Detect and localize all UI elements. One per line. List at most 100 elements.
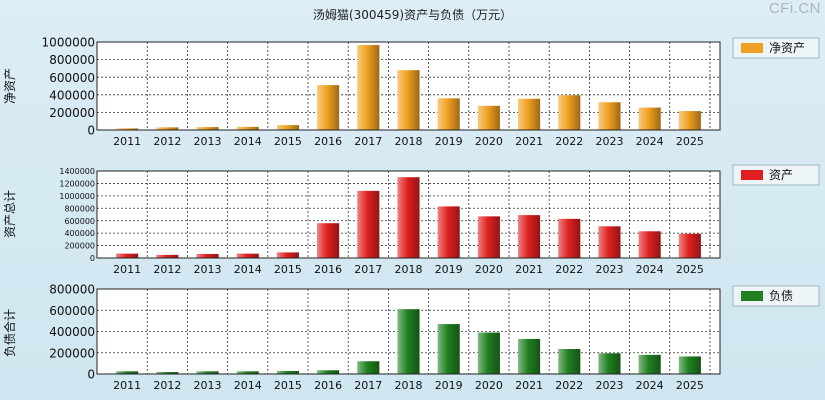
y-tick-label: 600000 bbox=[64, 217, 95, 226]
y-tick-label: 1000000 bbox=[42, 36, 95, 50]
bar-2023 bbox=[598, 102, 621, 130]
bar-2021 bbox=[518, 338, 541, 374]
bar-2021 bbox=[518, 215, 541, 258]
x-tick-label: 2018 bbox=[395, 379, 423, 392]
x-tick-label: 2023 bbox=[595, 135, 623, 148]
bar-2012 bbox=[156, 372, 179, 374]
bar-2017 bbox=[357, 190, 380, 258]
bar-2018 bbox=[397, 70, 420, 130]
bar-2019 bbox=[437, 324, 460, 374]
bar-2018 bbox=[397, 177, 420, 258]
chart-panel-3: 0 200000 400000 600000 800000 2011 2012 2013 201… bbox=[2, 283, 820, 392]
bar-2014 bbox=[236, 126, 259, 130]
y-tick-label: 800000 bbox=[64, 204, 95, 213]
bar-2017 bbox=[357, 45, 380, 130]
legend: 负债 bbox=[732, 285, 820, 307]
bar-2014 bbox=[236, 253, 259, 258]
x-tick-label: 2025 bbox=[676, 263, 704, 276]
y-tick-label: 400000 bbox=[49, 88, 95, 102]
y-tick-label: 200000 bbox=[49, 346, 95, 360]
x-tick-label: 2021 bbox=[515, 263, 543, 276]
plot-frame bbox=[96, 170, 721, 259]
y-axis-label: 负债合计 bbox=[2, 309, 17, 357]
x-tick-label: 2025 bbox=[676, 379, 704, 392]
legend: 资产 bbox=[732, 164, 820, 186]
bar-2024 bbox=[638, 231, 661, 258]
bar-2017 bbox=[357, 361, 380, 374]
y-tick-label: 400000 bbox=[64, 229, 95, 238]
x-tick-label: 2014 bbox=[234, 379, 262, 392]
bar-2025 bbox=[678, 356, 701, 374]
bar-2011 bbox=[116, 371, 139, 374]
bar-2013 bbox=[196, 371, 219, 374]
x-tick-label: 2015 bbox=[274, 135, 302, 148]
y-tick-label: 800000 bbox=[49, 283, 95, 297]
plot-frame bbox=[96, 288, 721, 375]
legend-label: 净资产 bbox=[769, 41, 805, 55]
watermark-logo: CFi.CN bbox=[768, 0, 821, 17]
bar-2022 bbox=[558, 349, 581, 374]
x-tick-label: 2011 bbox=[113, 135, 141, 148]
x-tick-label: 2022 bbox=[555, 135, 583, 148]
legend-swatch bbox=[741, 43, 763, 53]
x-tick-label: 2014 bbox=[234, 135, 262, 148]
bar-2011 bbox=[116, 253, 139, 258]
x-tick-label: 2017 bbox=[354, 135, 382, 148]
legend: 净资产 bbox=[732, 37, 820, 59]
bar-2015 bbox=[276, 252, 299, 258]
bar-2016 bbox=[317, 370, 340, 374]
bar-2025 bbox=[678, 233, 701, 258]
bar-2023 bbox=[598, 226, 621, 258]
x-tick-label: 2023 bbox=[595, 379, 623, 392]
x-tick-label: 2012 bbox=[153, 135, 181, 148]
y-tick-label: 600000 bbox=[49, 304, 95, 318]
x-tick-label: 2016 bbox=[314, 379, 342, 392]
x-tick-label: 2021 bbox=[515, 379, 543, 392]
x-tick-label: 2017 bbox=[354, 263, 382, 276]
x-tick-label: 2011 bbox=[113, 379, 141, 392]
chart-panel-1: 0 200000 400000 600000 800000 1000000 2011 2012… bbox=[3, 36, 820, 148]
y-tick-label: 600000 bbox=[49, 71, 95, 85]
y-tick-label: 0 bbox=[87, 124, 95, 138]
x-tick-label: 2013 bbox=[194, 135, 222, 148]
y-tick-label: 400000 bbox=[49, 325, 95, 339]
x-tick-label: 2014 bbox=[234, 263, 262, 276]
y-tick-label: 200000 bbox=[64, 242, 95, 251]
x-tick-label: 2025 bbox=[676, 135, 704, 148]
bar-2021 bbox=[518, 98, 541, 130]
bar-2018 bbox=[397, 309, 420, 374]
bar-2015 bbox=[276, 371, 299, 374]
x-tick-label: 2015 bbox=[274, 263, 302, 276]
bar-2014 bbox=[236, 371, 259, 374]
x-tick-label: 2022 bbox=[555, 263, 583, 276]
x-tick-label: 2016 bbox=[314, 263, 342, 276]
x-tick-label: 2018 bbox=[395, 135, 423, 148]
legend-label: 资产 bbox=[769, 168, 793, 182]
x-tick-label: 2019 bbox=[435, 263, 463, 276]
bar-2020 bbox=[477, 332, 500, 374]
chart-panel-2: 0 200000 400000 600000 800000 1000000 1200000 1… bbox=[3, 164, 820, 276]
bar-2016 bbox=[317, 223, 340, 258]
legend-swatch bbox=[741, 170, 763, 180]
x-tick-label: 2020 bbox=[475, 263, 503, 276]
x-tick-label: 2019 bbox=[435, 135, 463, 148]
x-tick-label: 2012 bbox=[153, 263, 181, 276]
y-axis-label: 净资产 bbox=[3, 68, 17, 104]
bar-2022 bbox=[558, 95, 581, 130]
x-tick-label: 2024 bbox=[636, 263, 664, 276]
y-tick-label: 1000000 bbox=[59, 192, 95, 201]
bar-2025 bbox=[678, 111, 701, 130]
bar-2019 bbox=[437, 206, 460, 258]
x-tick-label: 2019 bbox=[435, 379, 463, 392]
y-tick-label: 1200000 bbox=[59, 179, 95, 188]
bar-2024 bbox=[638, 354, 661, 374]
x-tick-label: 2018 bbox=[395, 263, 423, 276]
x-tick-label: 2011 bbox=[113, 263, 141, 276]
legend-label: 负债 bbox=[769, 289, 793, 303]
x-tick-label: 2024 bbox=[636, 379, 664, 392]
x-tick-label: 2012 bbox=[153, 379, 181, 392]
x-tick-label: 2022 bbox=[555, 379, 583, 392]
x-tick-label: 2021 bbox=[515, 135, 543, 148]
